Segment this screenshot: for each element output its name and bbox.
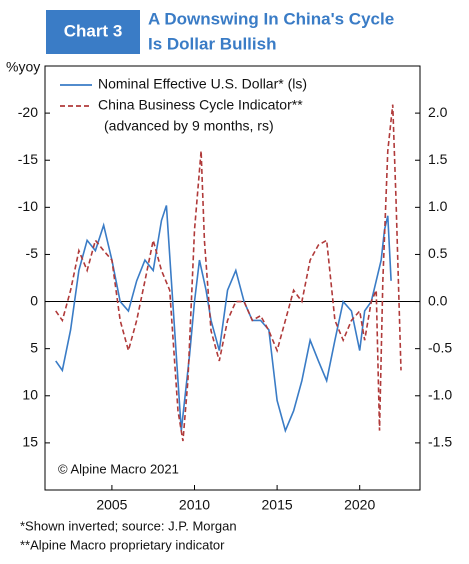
y-tick-label: -20 [18,104,38,120]
x-tick-label: 2015 [262,497,293,513]
y-tick-label: -10 [18,198,38,214]
legend-note: (advanced by 9 months, rs) [104,118,274,134]
y-tick-label: -15 [18,151,38,167]
x-tick-label: 2005 [96,497,127,513]
y2-tick-label: 0.0 [428,292,448,308]
chart-title: A Downswing In China's Cycle [148,9,394,28]
legend-label: Nominal Effective U.S. Dollar* (ls) [98,76,307,92]
y2-tick-label: -1.5 [428,434,452,450]
y2-tick-label: -1.0 [428,386,452,402]
y2-tick-label: 1.0 [428,198,448,214]
plot-frame [44,65,421,491]
y2-tick-label: 1.5 [428,151,448,167]
y2-tick-label: 0.5 [428,245,448,261]
y-tick-label: 0 [30,292,38,308]
y-tick-label: 5 [30,339,38,355]
y-tick-label: -5 [26,245,39,261]
footnote: *Shown inverted; source: J.P. Morgan [20,518,237,533]
y-tick-label: 10 [22,386,38,402]
series-line [55,104,402,442]
annotation: © Alpine Macro 2021 [58,461,179,476]
x-tick-label: 2020 [344,497,375,513]
legend-label: China Business Cycle Indicator** [98,97,303,113]
y2-tick-label: -0.5 [428,339,452,355]
badge-box [46,10,140,54]
series-line [55,205,392,434]
y-axis-label: %yoy [6,59,40,75]
y2-tick-label: 2.0 [428,104,448,120]
x-tick-label: 2010 [179,497,210,513]
chart-title: Is Dollar Bullish [148,34,276,53]
y-tick-label: 15 [22,434,38,450]
badge: Chart 3 [64,21,123,40]
footnote: **Alpine Macro proprietary indicator [20,537,225,552]
